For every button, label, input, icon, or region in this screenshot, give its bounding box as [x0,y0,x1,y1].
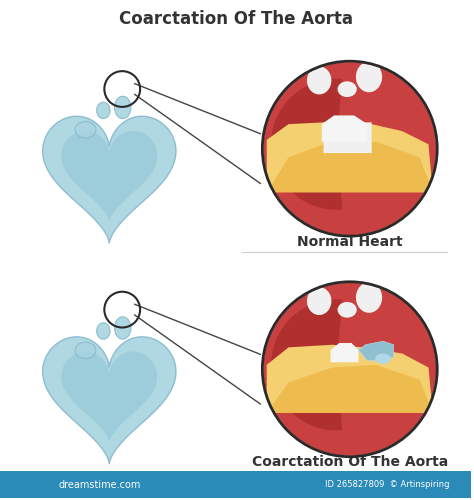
Ellipse shape [356,282,382,313]
Ellipse shape [337,82,357,97]
Ellipse shape [75,122,96,138]
Ellipse shape [97,102,110,118]
Circle shape [264,62,436,235]
Bar [0,470,471,498]
Wedge shape [271,78,342,210]
Text: Coarctation Of The Aorta: Coarctation Of The Aorta [252,454,448,468]
Ellipse shape [97,323,110,339]
Polygon shape [267,365,433,413]
Text: Normal Heart: Normal Heart [297,235,402,249]
Polygon shape [358,342,393,360]
Polygon shape [322,116,367,141]
Text: Coarctation Of The Aorta: Coarctation Of The Aorta [118,10,353,29]
Wedge shape [271,300,342,430]
Polygon shape [267,122,433,192]
Ellipse shape [115,96,131,118]
Ellipse shape [356,62,382,92]
Ellipse shape [307,66,331,94]
Polygon shape [330,343,358,362]
Ellipse shape [307,287,331,315]
Text: dreamstime.com: dreamstime.com [58,480,141,490]
Ellipse shape [115,317,131,339]
Polygon shape [43,337,176,464]
Polygon shape [267,345,433,413]
Polygon shape [61,131,157,222]
Polygon shape [267,142,433,192]
Ellipse shape [375,354,391,364]
Polygon shape [43,116,176,243]
FancyBboxPatch shape [324,122,372,153]
Ellipse shape [337,302,357,318]
Ellipse shape [75,342,96,358]
Text: ID 265827809  © Artinspiring: ID 265827809 © Artinspiring [325,480,450,489]
Circle shape [264,283,436,456]
Polygon shape [61,352,157,443]
